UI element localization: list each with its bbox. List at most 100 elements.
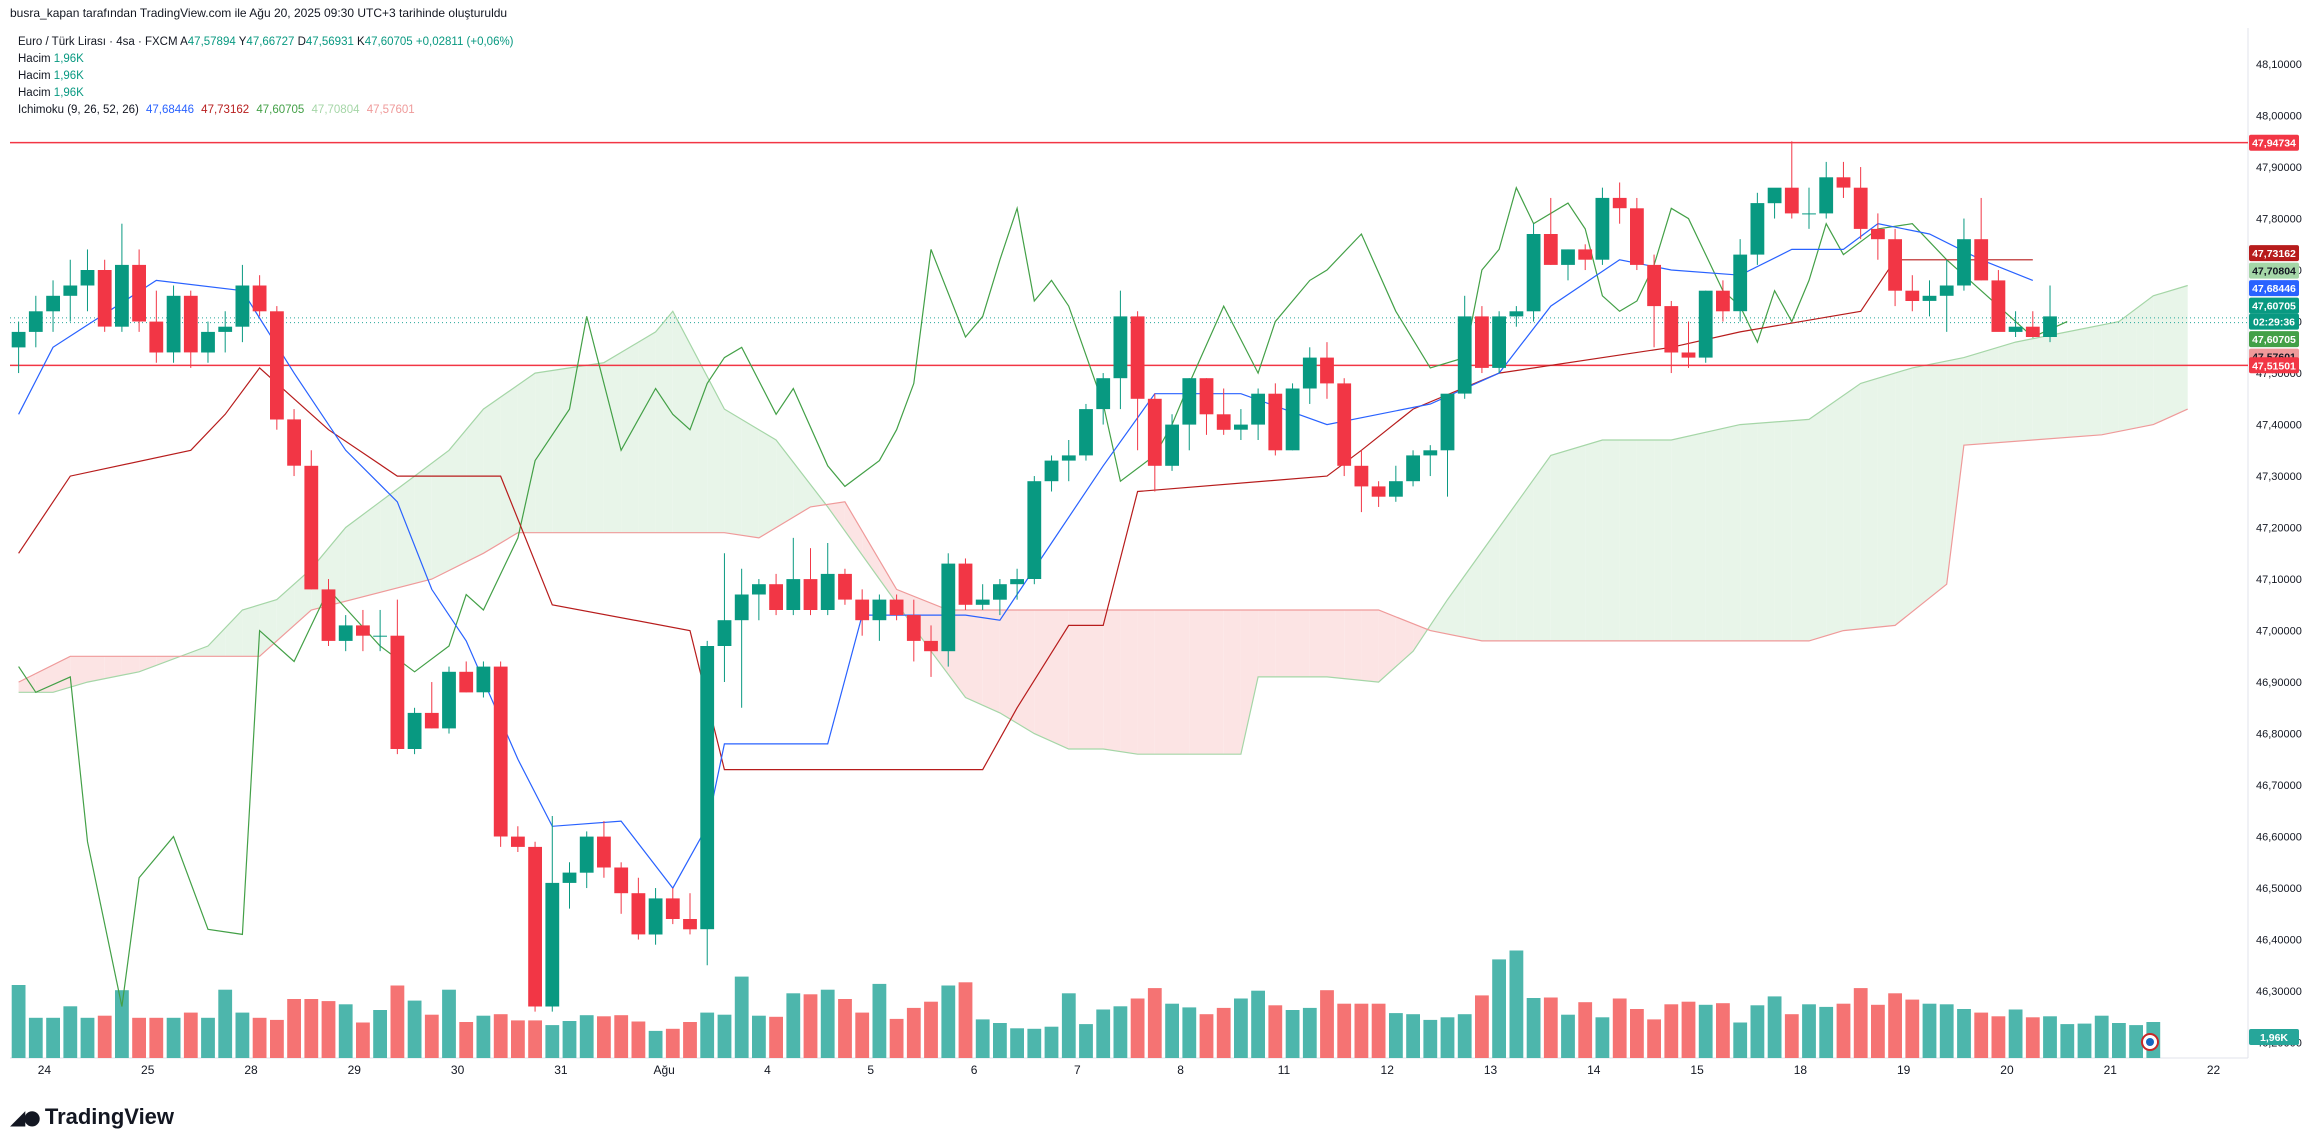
cloud-segment-bullish: [2015, 338, 2033, 442]
ichimoku-legend-row[interactable]: Ichimoku (9, 26, 52, 26) 47,68446 47,731…: [18, 102, 514, 119]
cloud-segment-bearish: [879, 560, 897, 604]
candle-body: [1922, 295, 1937, 301]
volume-bar: [631, 1021, 646, 1058]
cloud-segment-bullish: [621, 342, 639, 533]
candle-body: [975, 599, 990, 605]
volume-bar: [1079, 1024, 1093, 1058]
candle-body: [769, 584, 783, 610]
cloud-segment-bearish: [862, 531, 880, 580]
cloud-segment-bullish: [758, 429, 777, 538]
candle-body: [1957, 239, 1971, 286]
cloud-segment-bearish: [1275, 610, 1293, 677]
volume-bar: [235, 1012, 250, 1058]
volume-bar: [614, 1015, 629, 1058]
cloud-segment-bullish: [1860, 378, 1878, 629]
volume-bar: [820, 989, 835, 1058]
candle-body: [528, 846, 542, 1007]
cloud-segment-bearish: [1172, 610, 1190, 755]
symbol-name[interactable]: Euro / Türk Lirası · 4sa · FXCM: [18, 36, 178, 48]
candle-body: [115, 264, 129, 327]
candle-body: [1302, 357, 1317, 389]
cloud-segment-bullish: [1533, 455, 1551, 641]
time-tick-label: 7: [1074, 1063, 1081, 1077]
candle-body: [941, 563, 956, 652]
price-tag-label: 47,70804: [2252, 266, 2296, 278]
volume-bar: [1147, 988, 1162, 1058]
chart-legend: Euro / Türk Lirası · 4sa · FXCM A47,5789…: [18, 34, 514, 119]
volume-legend-row[interactable]: Hacim 1,96K: [18, 51, 514, 68]
time-tick-label: 24: [38, 1063, 52, 1077]
candle-body: [1010, 579, 1024, 585]
cloud-segment-bearish: [1189, 610, 1207, 755]
candle-body: [1216, 414, 1231, 430]
candle-body: [872, 599, 887, 621]
volume-bar: [476, 1015, 491, 1058]
ohlc-key: D: [294, 36, 306, 48]
ichimoku-value: 47,73162: [197, 104, 250, 116]
cloud-segment-bearish: [156, 656, 174, 666]
candle-body: [1698, 290, 1713, 358]
volume-label: Hacim: [18, 70, 51, 82]
cloud-segment-bullish: [1602, 440, 1620, 641]
cloud-segment-bullish: [431, 450, 449, 580]
symbol-row[interactable]: Euro / Türk Lirası · 4sa · FXCM A47,5789…: [18, 34, 514, 51]
chart-area[interactable]: 48,1000048,0000047,9000047,8000047,70000…: [10, 28, 2303, 1085]
candle-body: [493, 666, 508, 837]
cloud-segment-bullish: [1671, 436, 1689, 641]
volume-bar: [958, 982, 973, 1058]
volume-bar: [1268, 1005, 1283, 1058]
cloud-segment-bullish: [1499, 503, 1517, 641]
volume-bar: [975, 1019, 990, 1058]
time-tick-label: 11: [1278, 1063, 1291, 1077]
cloud-segment-bullish: [190, 646, 208, 657]
cloud-segment-bullish: [1722, 424, 1741, 641]
price-tick-label: 46,30000: [2256, 986, 2302, 998]
time-tick-label: 19: [1897, 1063, 1911, 1077]
candle-body: [597, 836, 611, 868]
cloud-segment-bullish: [1447, 575, 1465, 638]
price-tick-label: 48,00000: [2256, 111, 2302, 123]
volume-bar: [390, 985, 405, 1058]
candle-body: [304, 465, 319, 590]
candle-body: [889, 599, 904, 616]
volume-legend-row[interactable]: Hacim 1,96K: [18, 85, 514, 102]
candle-body: [1647, 264, 1661, 307]
volume-bar: [752, 1015, 766, 1058]
price-chart[interactable]: 48,1000048,0000047,9000047,8000047,70000…: [10, 28, 2303, 1085]
volume-bar: [803, 994, 818, 1058]
volume-bar: [493, 1014, 508, 1058]
volume-bar: [1957, 1009, 1971, 1058]
time-tick-label: 6: [971, 1063, 978, 1077]
candle-body: [1337, 383, 1352, 466]
volume-bar: [1991, 1016, 2006, 1058]
cloud-segment-bullish: [1705, 428, 1723, 641]
candle-body: [2025, 326, 2040, 337]
volume-bar: [424, 1014, 439, 1058]
cloud-segment-bullish: [1981, 347, 1999, 444]
volume-bar: [1664, 1004, 1679, 1058]
price-tick-label: 46,40000: [2256, 935, 2302, 947]
time-tick-label: 20: [2000, 1063, 2014, 1077]
cloud-segment-bullish: [1481, 527, 1500, 641]
volume-bar: [97, 1015, 112, 1058]
ohlc-key: A: [180, 36, 188, 48]
price-tick-label: 46,50000: [2256, 883, 2302, 895]
tradingview-brand[interactable]: ◢● TradingView: [10, 1104, 174, 1130]
price-tag: 02:29:36: [2249, 313, 2299, 330]
candle-body: [424, 712, 439, 729]
volume-bar: [1199, 1014, 1214, 1058]
cloud-segment-bearish: [1086, 610, 1104, 749]
cloud-segment-bullish: [1757, 422, 1775, 641]
volume-bar: [356, 1022, 370, 1058]
volume-legend-row[interactable]: Hacim 1,96K: [18, 68, 514, 85]
volume-bar: [786, 993, 801, 1058]
volume-bar: [924, 1001, 938, 1058]
cloud-segment-bearish: [1051, 610, 1069, 749]
candle-body: [1371, 486, 1386, 497]
cloud-segment-bullish: [242, 604, 260, 657]
price-tick-label: 47,10000: [2256, 574, 2302, 586]
volume-bar: [2077, 1023, 2092, 1058]
cloud-segment-bullish: [1791, 419, 1809, 641]
volume-bar: [287, 999, 301, 1058]
price-tag-bg: [2249, 134, 2299, 151]
